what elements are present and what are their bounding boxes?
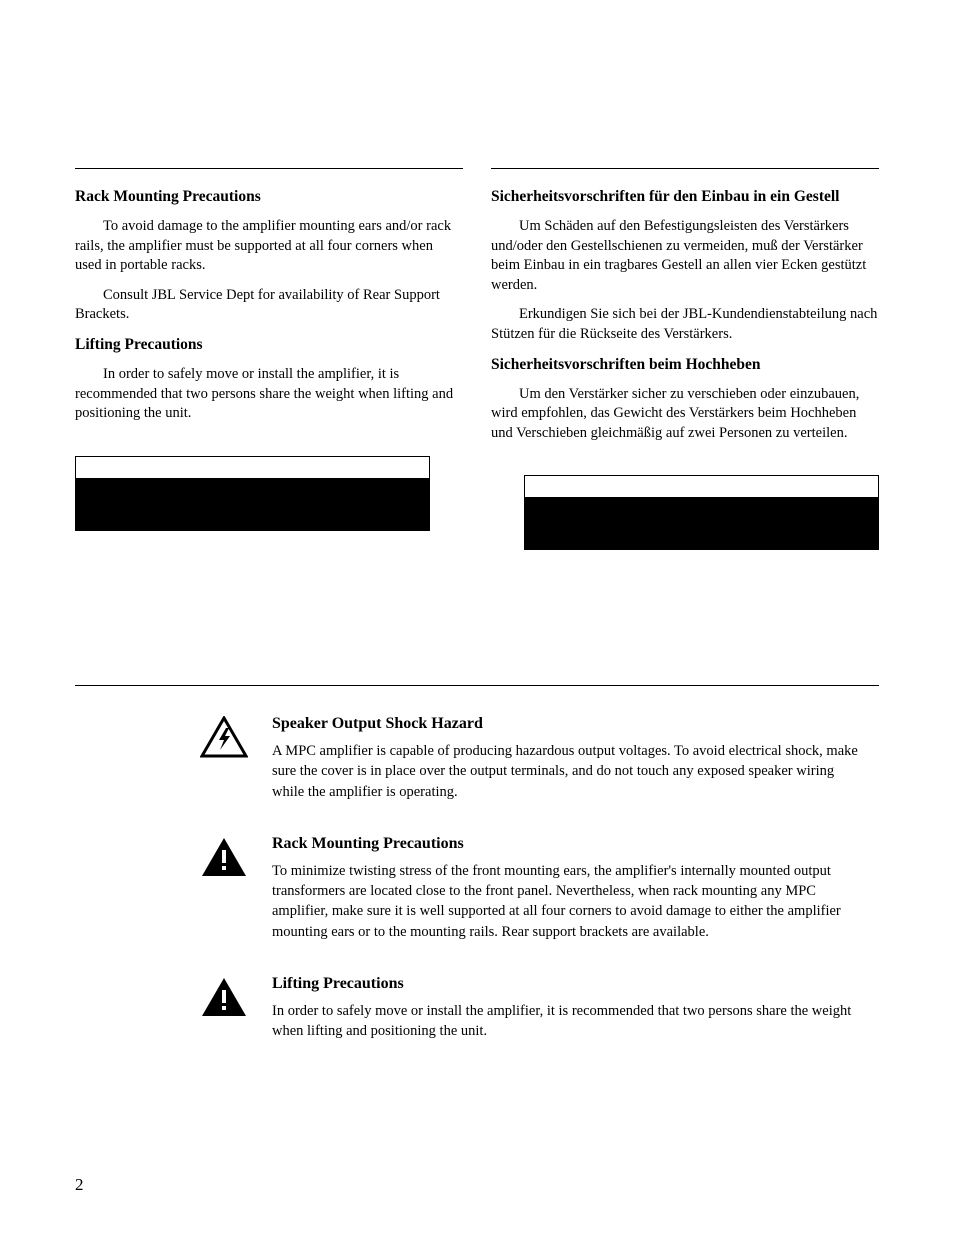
shock-icon — [200, 714, 250, 802]
lower-section-rule — [75, 685, 879, 686]
rack-p2-en: Consult JBL Service Dept for availabilit… — [75, 286, 463, 325]
left-column: Rack Mounting Precautions To avoid damag… — [75, 168, 463, 550]
placeholder-box-fill — [76, 478, 429, 530]
lift-p1-de: Um den Verstärker sicher zu verschieben … — [491, 385, 879, 444]
placeholder-box-right — [524, 475, 879, 550]
lift-heading-en: Lifting Precautions — [75, 335, 463, 355]
warning-icon — [200, 974, 250, 1041]
rack-p1-en: To avoid damage to the amplifier mountin… — [75, 217, 463, 276]
page-number: 2 — [75, 1175, 84, 1195]
lift-title: Lifting Precautions — [272, 974, 859, 995]
warning-icon — [200, 834, 250, 942]
rack-p1-de: Um Schäden auf den Befestigungsleisten d… — [491, 217, 879, 295]
two-column-section: Rack Mounting Precautions To avoid damag… — [75, 168, 879, 550]
shock-body: A MPC amplifier is capable of producing … — [272, 741, 859, 802]
lift-p1-en: In order to safely move or install the a… — [75, 365, 463, 424]
right-column: Sicherheitsvorschriften für den Einbau i… — [491, 168, 879, 550]
page-content: Rack Mounting Precautions To avoid damag… — [0, 0, 954, 1041]
hazard-shock-text: Speaker Output Shock Hazard A MPC amplif… — [272, 714, 879, 802]
hazard-shock-row: Speaker Output Shock Hazard A MPC amplif… — [75, 714, 879, 802]
lift-body: In order to safely move or install the a… — [272, 1001, 859, 1042]
rack-body: To minimize twisting stress of the front… — [272, 861, 859, 942]
rack-heading-en: Rack Mounting Precautions — [75, 187, 463, 207]
hazard-rack-row: Rack Mounting Precautions To minimize tw… — [75, 834, 879, 942]
hazard-lift-text: Lifting Precautions In order to safely m… — [272, 974, 879, 1041]
rack-heading-de: Sicherheitsvorschriften für den Einbau i… — [491, 187, 879, 207]
placeholder-box-fill — [525, 497, 878, 549]
placeholder-box-left — [75, 456, 430, 531]
shock-title: Speaker Output Shock Hazard — [272, 714, 859, 735]
section-rule — [491, 168, 879, 169]
lift-heading-de: Sicherheitsvorschriften beim Hochheben — [491, 355, 879, 375]
section-rule — [75, 168, 463, 169]
rack-title: Rack Mounting Precautions — [272, 834, 859, 855]
hazard-lift-row: Lifting Precautions In order to safely m… — [75, 974, 879, 1041]
rack-p2-de: Erkundigen Sie sich bei der JBL-Kundendi… — [491, 305, 879, 344]
hazard-rack-text: Rack Mounting Precautions To minimize tw… — [272, 834, 879, 942]
